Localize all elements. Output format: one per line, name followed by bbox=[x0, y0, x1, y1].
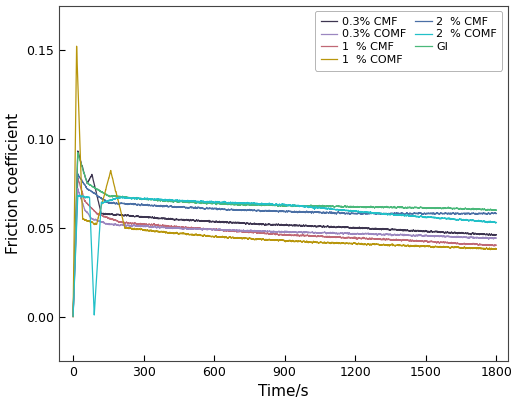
2  % COMF bbox=[404, 213, 410, 218]
X-axis label: Time/s: Time/s bbox=[258, 384, 309, 399]
GI bbox=[70, 314, 76, 319]
Line: 1  % CMF: 1 % CMF bbox=[73, 178, 496, 317]
2  % COMF bbox=[183, 199, 189, 204]
0.3% COMF bbox=[329, 230, 335, 235]
1  % COMF bbox=[329, 241, 335, 245]
GI bbox=[329, 204, 335, 209]
0.3% CMF bbox=[94, 195, 101, 200]
0.3% CMF bbox=[404, 228, 410, 233]
1  % CMF bbox=[486, 243, 493, 248]
2  % COMF bbox=[76, 193, 83, 198]
2  % COMF bbox=[335, 207, 342, 212]
1  % COMF bbox=[70, 314, 76, 319]
1  % CMF bbox=[493, 243, 499, 247]
0.3% CMF bbox=[486, 232, 493, 237]
1  % COMF bbox=[74, 44, 80, 49]
Line: 0.3% CMF: 0.3% CMF bbox=[73, 151, 496, 316]
1  % CMF bbox=[329, 234, 335, 239]
0.3% COMF bbox=[486, 236, 493, 241]
1  % COMF bbox=[183, 232, 189, 237]
0.3% COMF bbox=[404, 232, 410, 237]
0.3% COMF bbox=[493, 236, 499, 241]
2  % CMF bbox=[183, 205, 189, 210]
0.3% CMF bbox=[75, 149, 81, 153]
1  % CMF bbox=[94, 211, 101, 216]
1  % CMF bbox=[183, 225, 189, 230]
0.3% CMF bbox=[70, 313, 76, 318]
Line: 2  % CMF: 2 % CMF bbox=[73, 174, 496, 316]
0.3% CMF bbox=[493, 232, 499, 237]
Line: 1  % COMF: 1 % COMF bbox=[73, 46, 496, 317]
2  % CMF bbox=[493, 211, 499, 216]
Legend: 0.3% CMF, 0.3% COMF, 1  % CMF, 1  % COMF, 2  % CMF, 2  % COMF, GI: 0.3% CMF, 0.3% COMF, 1 % CMF, 1 % COMF, … bbox=[315, 11, 502, 70]
1  % COMF bbox=[493, 247, 499, 252]
Line: 2  % COMF: 2 % COMF bbox=[73, 195, 496, 316]
0.3% COMF bbox=[335, 231, 342, 236]
2  % CMF bbox=[486, 211, 493, 216]
0.3% COMF bbox=[70, 314, 76, 319]
2  % CMF bbox=[404, 211, 410, 215]
1  % COMF bbox=[404, 243, 410, 248]
2  % CMF bbox=[94, 194, 101, 198]
2  % CMF bbox=[329, 211, 335, 216]
Line: 0.3% COMF: 0.3% COMF bbox=[73, 189, 496, 317]
1  % COMF bbox=[486, 246, 493, 251]
0.3% COMF bbox=[94, 218, 101, 223]
0.3% CMF bbox=[183, 217, 189, 222]
GI bbox=[404, 205, 410, 210]
2  % CMF bbox=[335, 209, 342, 214]
2  % COMF bbox=[486, 220, 493, 225]
1  % CMF bbox=[75, 175, 81, 180]
2  % COMF bbox=[70, 314, 76, 319]
2  % COMF bbox=[329, 207, 335, 211]
GI bbox=[94, 188, 101, 192]
1  % COMF bbox=[335, 241, 342, 245]
0.3% COMF bbox=[75, 186, 81, 191]
Y-axis label: Friction coefficient: Friction coefficient bbox=[6, 113, 21, 254]
1  % COMF bbox=[94, 219, 101, 224]
GI bbox=[493, 208, 499, 213]
1  % CMF bbox=[404, 238, 410, 243]
2  % COMF bbox=[493, 220, 499, 225]
GI bbox=[335, 204, 342, 209]
0.3% CMF bbox=[335, 224, 342, 229]
1  % CMF bbox=[70, 314, 76, 319]
GI bbox=[183, 199, 189, 204]
2  % COMF bbox=[94, 263, 101, 268]
2  % CMF bbox=[70, 314, 76, 319]
0.3% COMF bbox=[183, 226, 189, 231]
1  % CMF bbox=[335, 235, 342, 240]
2  % CMF bbox=[75, 172, 81, 177]
GI bbox=[486, 207, 493, 212]
GI bbox=[75, 150, 81, 155]
Line: GI: GI bbox=[73, 152, 496, 316]
0.3% CMF bbox=[329, 224, 335, 229]
